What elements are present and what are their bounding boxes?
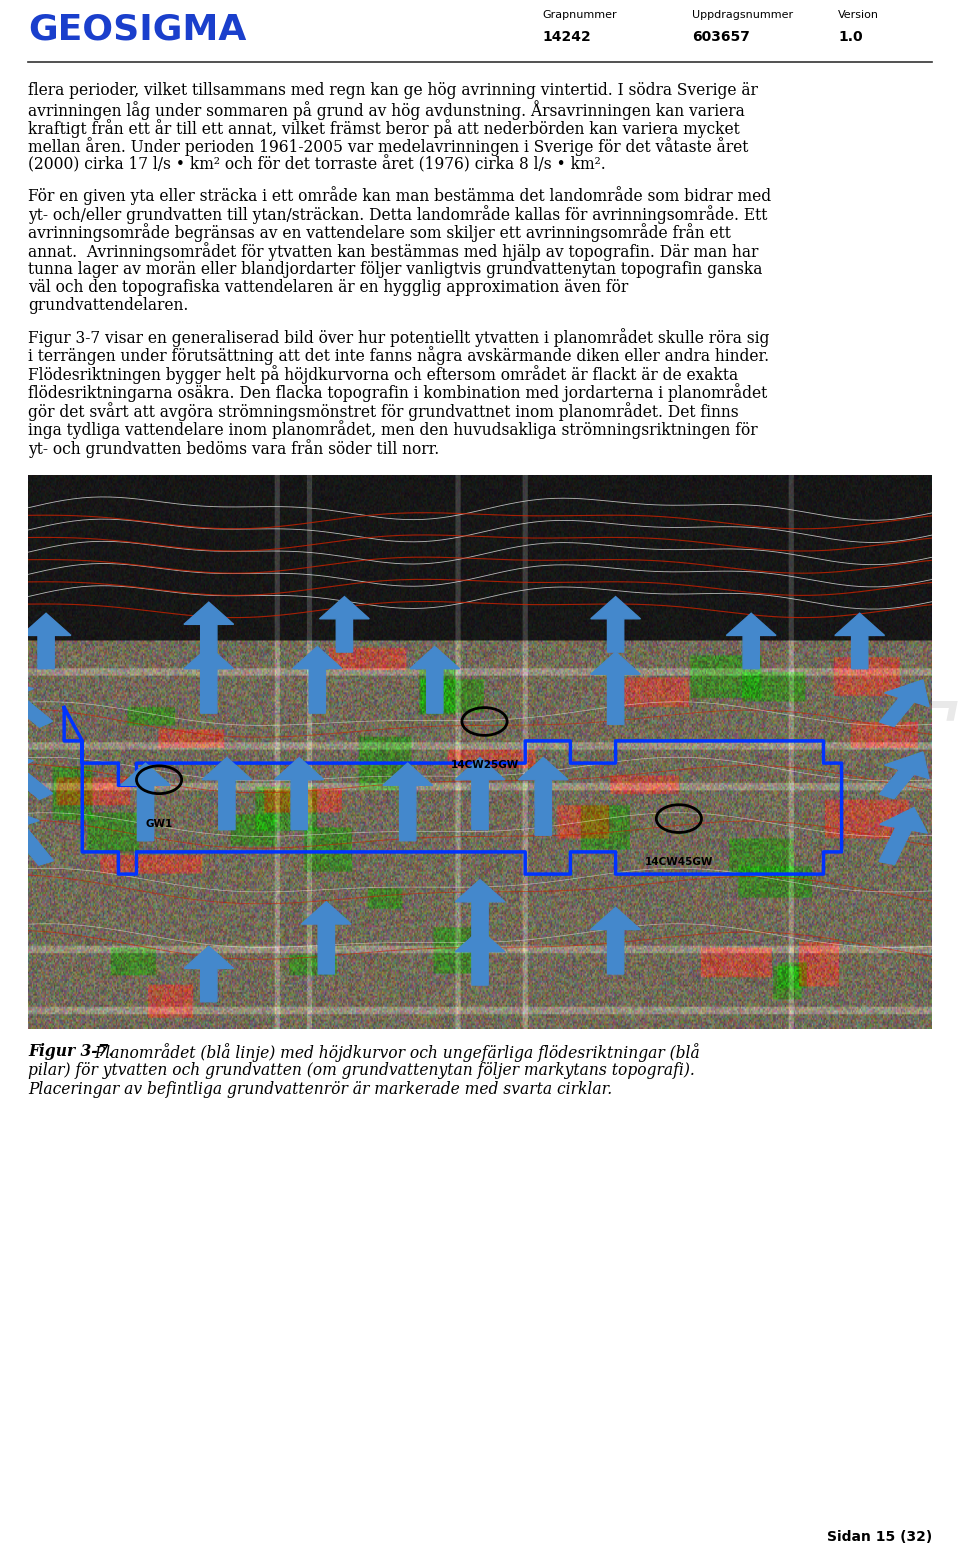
Text: pilar) för ytvatten och grundvatten (om grundvattenytan följer markytans topogra: pilar) för ytvatten och grundvatten (om … bbox=[28, 1062, 695, 1079]
FancyArrow shape bbox=[301, 902, 351, 974]
FancyArrow shape bbox=[590, 652, 640, 724]
Text: annat.  Avrinningsområdet för ytvatten kan bestämmas med hjälp av topografin. Dä: annat. Avrinningsområdet för ytvatten ka… bbox=[28, 242, 758, 261]
FancyArrow shape bbox=[0, 807, 54, 865]
Text: 1.0: 1.0 bbox=[838, 30, 863, 44]
Text: Placeringar av befintliga grundvattenrör är markerade med svarta cirklar.: Placeringar av befintliga grundvattenrör… bbox=[28, 1081, 612, 1098]
FancyArrow shape bbox=[121, 763, 170, 841]
Text: Sidan 15 (32): Sidan 15 (32) bbox=[827, 1530, 932, 1544]
Text: flödesriktningarna osäkra. Den flacka topografin i kombination med jordarterna i: flödesriktningarna osäkra. Den flacka to… bbox=[28, 383, 767, 402]
Text: väl och den topografiska vattendelaren är en hygglig approximation även för: väl och den topografiska vattendelaren ä… bbox=[28, 278, 628, 296]
Text: (2000) cirka 17 l/s • km² och för det torraste året (1976) cirka 8 l/s • km².: (2000) cirka 17 l/s • km² och för det to… bbox=[28, 156, 606, 174]
FancyArrow shape bbox=[455, 929, 505, 985]
FancyArrow shape bbox=[518, 757, 568, 835]
FancyArrow shape bbox=[293, 646, 342, 713]
FancyArrow shape bbox=[21, 613, 71, 669]
FancyArrow shape bbox=[202, 757, 252, 829]
Text: inga tydliga vattendelare inom planområdet, men den huvudsakliga strömningsriktn: inga tydliga vattendelare inom planområd… bbox=[28, 421, 757, 439]
Text: Grapnummer: Grapnummer bbox=[542, 9, 616, 20]
FancyArrow shape bbox=[455, 757, 505, 829]
FancyArrow shape bbox=[275, 757, 324, 829]
Text: GW1: GW1 bbox=[146, 818, 173, 829]
Text: yt- och grundvatten bedöms vara från söder till norr.: yt- och grundvatten bedöms vara från söd… bbox=[28, 439, 440, 458]
FancyArrow shape bbox=[835, 613, 884, 669]
Text: 603657: 603657 bbox=[692, 30, 750, 44]
Text: kraftigt från ett år till ett annat, vilket främst beror på att nederbörden kan : kraftigt från ett år till ett annat, vil… bbox=[28, 119, 740, 138]
Text: För en given yta eller sträcka i ett område kan man bestämma det landområde som : För en given yta eller sträcka i ett omr… bbox=[28, 186, 771, 205]
FancyArrow shape bbox=[383, 763, 433, 841]
Text: UTKAST: UTKAST bbox=[431, 698, 951, 804]
FancyArrow shape bbox=[879, 752, 929, 799]
Text: yt- och/eller grundvatten till ytan/sträckan. Detta landområde kallas för avrinn: yt- och/eller grundvatten till ytan/strä… bbox=[28, 205, 767, 224]
Text: flera perioder, vilket tillsammans med regn kan ge hög avrinning vintertid. I sö: flera perioder, vilket tillsammans med r… bbox=[28, 81, 757, 99]
FancyArrow shape bbox=[0, 680, 53, 727]
Text: gör det svårt att avgöra strömningsmönstret för grundvattnet inom planområdet. D: gör det svårt att avgöra strömningsmönst… bbox=[28, 402, 738, 421]
FancyArrow shape bbox=[879, 680, 929, 727]
Text: avrinningsområde begränsas av en vattendelare som skiljer ett avrinningsområde f: avrinningsområde begränsas av en vattend… bbox=[28, 224, 731, 242]
Text: Uppdragsnummer: Uppdragsnummer bbox=[692, 9, 793, 20]
FancyArrow shape bbox=[184, 946, 233, 1003]
Text: Figur 3-7.: Figur 3-7. bbox=[28, 1043, 113, 1060]
FancyArrow shape bbox=[590, 596, 640, 652]
Text: 14CW25GW: 14CW25GW bbox=[450, 760, 518, 771]
FancyArrow shape bbox=[727, 613, 776, 669]
FancyArrow shape bbox=[0, 752, 53, 799]
Text: mellan åren. Under perioden 1961-2005 var medelavrinningen i Sverige för det våt: mellan åren. Under perioden 1961-2005 va… bbox=[28, 138, 749, 156]
FancyArrow shape bbox=[410, 646, 460, 713]
Text: Figur 3-7 visar en generaliserad bild över hur potentiellt ytvatten i planområde: Figur 3-7 visar en generaliserad bild öv… bbox=[28, 328, 769, 347]
Text: grundvattendelaren.: grundvattendelaren. bbox=[28, 297, 188, 314]
Text: avrinningen låg under sommaren på grund av hög avdunstning. Årsavrinningen kan v: avrinningen låg under sommaren på grund … bbox=[28, 100, 745, 120]
FancyArrow shape bbox=[879, 807, 927, 865]
Text: GEOSIGMA: GEOSIGMA bbox=[28, 13, 247, 45]
Text: Planområdet (blå linje) med höjdkurvor och ungefärliga flödesriktningar (blå: Planområdet (blå linje) med höjdkurvor o… bbox=[90, 1043, 700, 1062]
FancyArrow shape bbox=[320, 596, 370, 652]
Text: i terrängen under förutsättning att det inte fanns några avskärmande diken eller: i terrängen under förutsättning att det … bbox=[28, 347, 769, 366]
Text: tunna lager av morän eller blandjordarter följer vanligtvis grundvattenytan topo: tunna lager av morän eller blandjordarte… bbox=[28, 261, 762, 277]
FancyArrow shape bbox=[184, 646, 233, 713]
Text: Flödesriktningen bygger helt på höjdkurvorna och eftersom området är flackt är d: Flödesriktningen bygger helt på höjdkurv… bbox=[28, 364, 738, 383]
FancyArrow shape bbox=[184, 602, 233, 657]
Text: 14242: 14242 bbox=[542, 30, 590, 44]
FancyArrow shape bbox=[455, 879, 505, 946]
Text: Version: Version bbox=[838, 9, 879, 20]
FancyArrow shape bbox=[590, 907, 640, 974]
Text: 14CW45GW: 14CW45GW bbox=[645, 857, 713, 868]
